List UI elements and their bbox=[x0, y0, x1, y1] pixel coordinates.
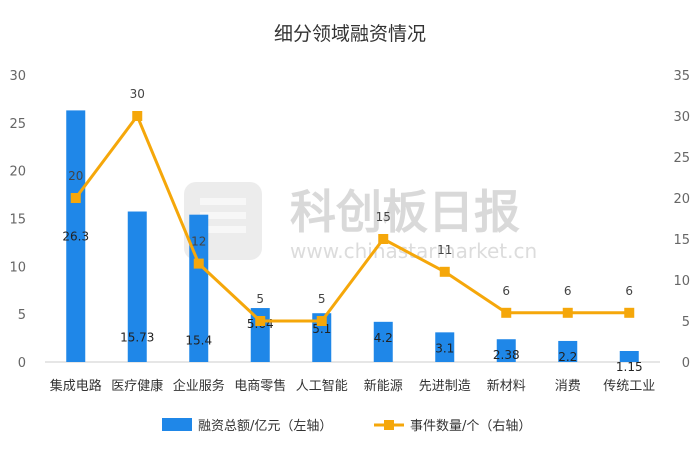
right-tick-label: 15 bbox=[673, 233, 690, 248]
left-axis: 0 5 10 15 20 25 30 bbox=[9, 69, 26, 371]
bar bbox=[373, 321, 393, 362]
line-point bbox=[501, 307, 512, 318]
legend-bar-label: 融资总额/亿元（左轴） bbox=[198, 419, 332, 434]
right-tick-label: 35 bbox=[673, 69, 690, 84]
line-point bbox=[255, 316, 266, 326]
line-data-label: 12 bbox=[191, 235, 206, 249]
right-tick-label: 20 bbox=[673, 192, 690, 207]
bar-data-label: 15.4 bbox=[185, 334, 212, 348]
line-point bbox=[378, 234, 389, 244]
category-label: 企业服务 bbox=[173, 378, 225, 394]
left-tick-label: 30 bbox=[9, 69, 26, 84]
watermark-logo-stripe bbox=[200, 198, 246, 205]
right-tick-label: 30 bbox=[673, 110, 690, 125]
line-point bbox=[562, 307, 573, 318]
bar-data-label: 4.2 bbox=[374, 331, 393, 345]
bar-data-label: 15.73 bbox=[120, 331, 154, 345]
watermark-logo-stripe bbox=[200, 226, 246, 233]
line-data-label: 15 bbox=[376, 210, 391, 224]
watermark-logo-stripe bbox=[200, 212, 246, 219]
category-label: 电商零售 bbox=[234, 378, 286, 394]
watermark-name: 科创板日报 bbox=[290, 185, 520, 239]
line-data-label: 6 bbox=[564, 284, 572, 298]
line-data-label: 5 bbox=[318, 292, 326, 306]
legend-line-label: 事件数量/个（右轴） bbox=[410, 419, 531, 434]
line-data-label: 6 bbox=[502, 284, 510, 298]
category-label: 先进制造 bbox=[419, 379, 471, 394]
line-data-label: 30 bbox=[130, 87, 145, 101]
legend-line-marker bbox=[384, 420, 394, 430]
category-label: 人工智能 bbox=[296, 379, 348, 394]
legend: 融资总额/亿元（左轴） 事件数量/个（右轴） bbox=[162, 418, 531, 434]
watermark: 科创板日报 www.chinastarmarket.cn bbox=[184, 182, 537, 263]
watermark-url: www.chinastarmarket.cn bbox=[290, 239, 537, 263]
line-point bbox=[439, 266, 450, 277]
category-label: 消费 bbox=[555, 379, 581, 394]
left-tick-label: 25 bbox=[9, 117, 26, 132]
bar bbox=[435, 332, 455, 362]
right-tick-label: 0 bbox=[682, 356, 690, 371]
right-tick-label: 5 bbox=[682, 315, 690, 330]
left-tick-label: 20 bbox=[9, 165, 26, 180]
line-point bbox=[70, 193, 81, 203]
left-tick-label: 0 bbox=[18, 356, 26, 371]
bar bbox=[66, 110, 86, 362]
chart-title: 细分领域融资情况 bbox=[274, 23, 426, 45]
bar-data-label: 1.15 bbox=[616, 360, 643, 374]
line-point bbox=[624, 307, 635, 318]
left-tick-label: 15 bbox=[9, 213, 26, 228]
bar bbox=[496, 339, 516, 362]
line-data-label: 5 bbox=[256, 292, 264, 306]
right-tick-label: 25 bbox=[673, 151, 690, 166]
line-point bbox=[193, 258, 204, 269]
left-tick-label: 10 bbox=[9, 260, 26, 275]
bar bbox=[127, 211, 147, 362]
category-label: 集成电路 bbox=[50, 378, 102, 394]
line-point bbox=[132, 111, 143, 121]
bar bbox=[558, 340, 578, 362]
legend-bar-swatch bbox=[162, 418, 192, 431]
category-label: 医疗健康 bbox=[111, 378, 163, 394]
category-label: 新材料 bbox=[487, 378, 526, 394]
category-labels: 集成电路 医疗健康 企业服务 电商零售 人工智能 新能源 先进制造 新材料 消费 传统工业 bbox=[50, 378, 656, 394]
line-point bbox=[316, 316, 327, 326]
bar-data-label: 3.1 bbox=[435, 341, 454, 355]
right-tick-label: 10 bbox=[673, 274, 690, 289]
line-data-label: 6 bbox=[625, 284, 633, 298]
right-axis: 0 5 10 15 20 25 30 35 bbox=[673, 69, 690, 371]
line-data-label: 11 bbox=[437, 243, 452, 257]
line-data-label: 20 bbox=[68, 169, 83, 183]
line-series: 20 30 12 5 5 15 11 6 6 6 bbox=[68, 87, 635, 326]
category-label: 新能源 bbox=[364, 378, 403, 394]
bar-data-label: 2.2 bbox=[558, 350, 577, 364]
category-label: 传统工业 bbox=[603, 379, 655, 394]
bar-data-label: 2.38 bbox=[493, 348, 520, 362]
line-path bbox=[74, 114, 630, 323]
left-tick-label: 5 bbox=[18, 308, 26, 323]
bar-data-label: 26.3 bbox=[62, 229, 89, 243]
bar bbox=[619, 350, 639, 362]
